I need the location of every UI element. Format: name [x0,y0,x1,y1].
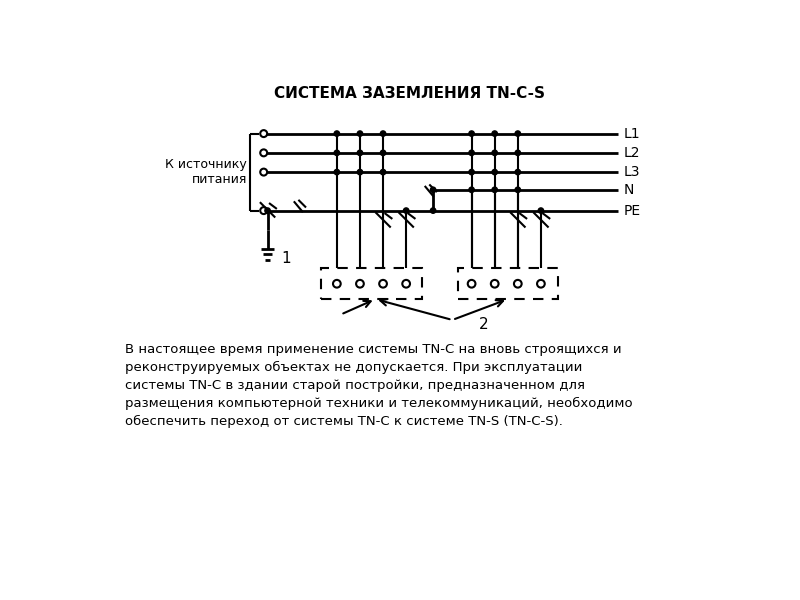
Bar [458,268,558,299]
Circle shape [356,280,364,287]
Circle shape [260,130,267,137]
Circle shape [430,208,436,213]
Text: L2: L2 [624,146,641,160]
Circle shape [515,169,521,175]
Text: К источнику
питания: К источнику питания [165,158,246,186]
Text: СИСТЕМА ЗАЗЕМЛЕНИЯ TN-C-S: СИСТЕМА ЗАЗЕМЛЕНИЯ TN-C-S [274,86,546,101]
Circle shape [515,187,521,193]
Circle shape [538,208,543,213]
Circle shape [260,207,267,214]
Circle shape [358,150,362,155]
Circle shape [358,169,362,175]
Circle shape [492,150,498,155]
Circle shape [515,131,521,136]
Circle shape [265,208,270,213]
Circle shape [469,131,474,136]
Bar [322,268,422,299]
Circle shape [380,131,386,136]
Circle shape [514,280,522,287]
Circle shape [468,280,475,287]
Text: N: N [624,183,634,197]
Circle shape [334,131,339,136]
Circle shape [334,150,339,155]
Text: L1: L1 [624,127,641,140]
Text: PE: PE [624,203,641,218]
Circle shape [492,131,498,136]
Text: L3: L3 [624,165,641,179]
Circle shape [492,187,498,193]
Circle shape [537,280,545,287]
Circle shape [469,187,474,193]
Circle shape [515,150,521,155]
Circle shape [260,149,267,157]
Circle shape [333,280,341,287]
Circle shape [402,280,410,287]
Circle shape [469,150,474,155]
Circle shape [379,280,387,287]
Text: 1: 1 [282,251,291,266]
Circle shape [491,280,498,287]
Circle shape [403,208,409,213]
Text: В настоящее время применение системы TN-C на вновь строящихся и
реконструируемых: В настоящее время применение системы TN-… [125,343,633,428]
Circle shape [492,169,498,175]
Circle shape [380,150,386,155]
Circle shape [334,169,339,175]
Text: 2: 2 [479,317,489,332]
Circle shape [260,169,267,176]
Circle shape [380,169,386,175]
Circle shape [430,187,436,193]
Circle shape [358,131,362,136]
Circle shape [469,169,474,175]
